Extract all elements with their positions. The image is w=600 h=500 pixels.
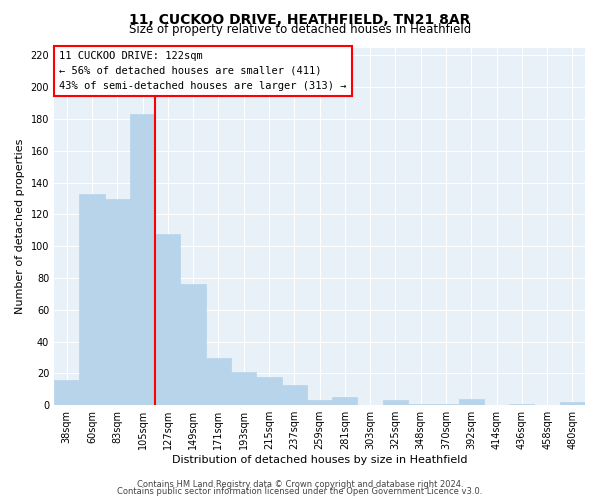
Bar [408, 404, 433, 405]
Bar [458, 399, 484, 405]
Bar [79, 194, 104, 405]
Bar [332, 398, 358, 405]
Bar [433, 404, 458, 405]
Text: Contains public sector information licensed under the Open Government Licence v3: Contains public sector information licen… [118, 487, 482, 496]
Bar [307, 400, 332, 405]
Text: Size of property relative to detached houses in Heathfield: Size of property relative to detached ho… [129, 22, 471, 36]
Text: Contains HM Land Registry data © Crown copyright and database right 2024.: Contains HM Land Registry data © Crown c… [137, 480, 463, 489]
Bar [560, 402, 585, 405]
Bar [509, 404, 535, 405]
Y-axis label: Number of detached properties: Number of detached properties [15, 138, 25, 314]
Bar [181, 284, 206, 405]
Bar [206, 358, 231, 405]
Bar [281, 384, 307, 405]
Bar [104, 198, 130, 405]
Bar [130, 114, 155, 405]
Text: 11, CUCKOO DRIVE, HEATHFIELD, TN21 8AR: 11, CUCKOO DRIVE, HEATHFIELD, TN21 8AR [130, 12, 470, 26]
Bar [231, 372, 256, 405]
Bar [256, 376, 281, 405]
Text: 11 CUCKOO DRIVE: 122sqm
← 56% of detached houses are smaller (411)
43% of semi-d: 11 CUCKOO DRIVE: 122sqm ← 56% of detache… [59, 51, 347, 90]
Bar [54, 380, 79, 405]
Bar [155, 234, 181, 405]
X-axis label: Distribution of detached houses by size in Heathfield: Distribution of detached houses by size … [172, 455, 467, 465]
Bar [383, 400, 408, 405]
